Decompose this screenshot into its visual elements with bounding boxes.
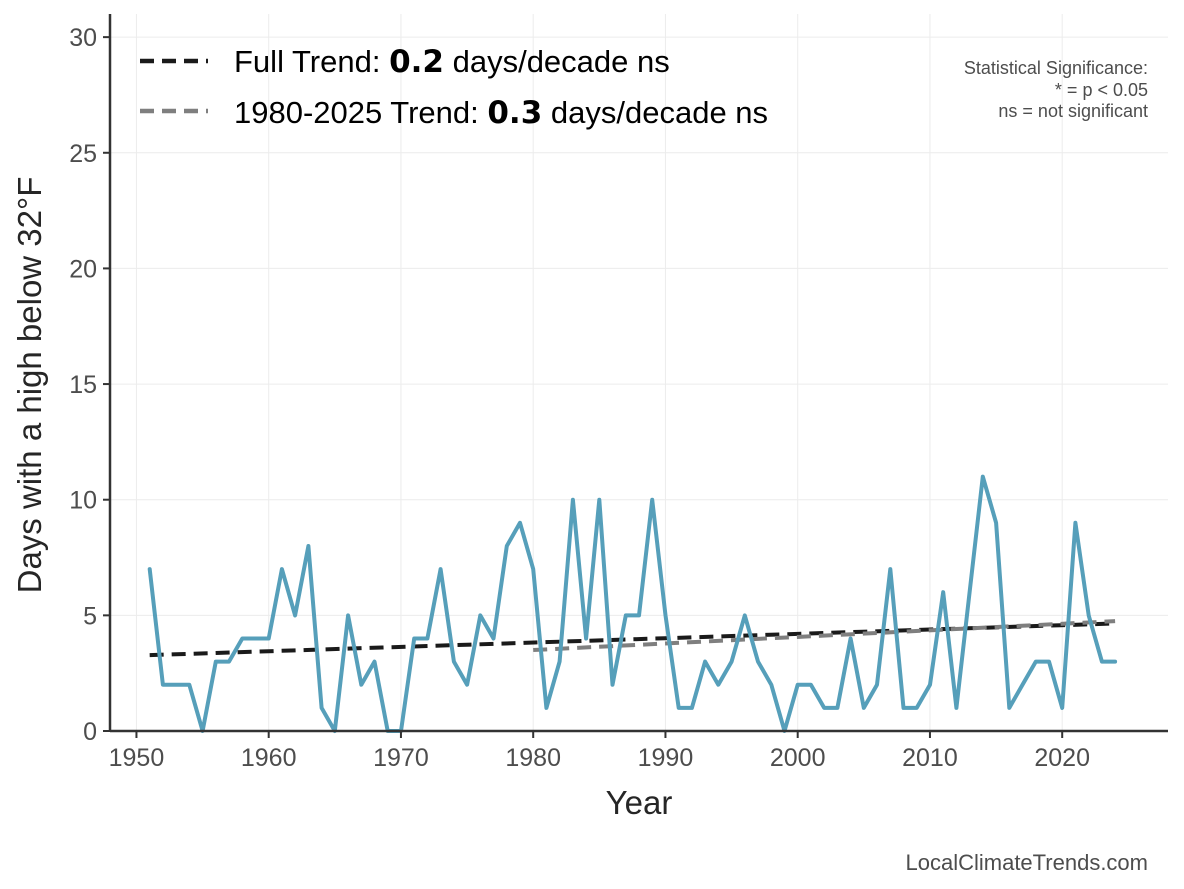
legend-recent-trend-value: 0.3 bbox=[487, 95, 542, 131]
legend-label-full-trend: Full Trend: 0.2 days/decade ns bbox=[234, 44, 670, 80]
y-tick-label-20: 20 bbox=[69, 255, 97, 283]
data-series bbox=[147, 474, 1118, 733]
legend: Full Trend: 0.2 days/decade ns 1980-2025… bbox=[140, 44, 768, 131]
x-tick-label-2000: 2000 bbox=[770, 744, 826, 772]
x-axis-title: Year bbox=[606, 784, 673, 821]
credit-text: LocalClimateTrends.com bbox=[906, 850, 1149, 875]
significance-title: Statistical Significance: bbox=[964, 58, 1148, 78]
legend-recent-trend-prefix: 1980-2025 Trend: bbox=[234, 95, 487, 130]
legend-full-trend-value: 0.2 bbox=[389, 44, 444, 80]
legend-label-recent-trend: 1980-2025 Trend: 0.3 days/decade ns bbox=[234, 95, 768, 131]
series-line-0 bbox=[147, 474, 1118, 733]
y-tick-label-10: 10 bbox=[69, 487, 97, 515]
y-axis-title: Days with a high below 32°F bbox=[11, 177, 48, 594]
axes bbox=[108, 14, 1168, 733]
full-trend-line bbox=[149, 621, 1116, 658]
x-tick-label-2020: 2020 bbox=[1034, 744, 1090, 772]
x-tick-label-2010: 2010 bbox=[902, 744, 958, 772]
y-ticks: 0 5 10 15 20 25 30 bbox=[69, 24, 110, 746]
significance-line-2: ns = not significant bbox=[998, 101, 1148, 121]
legend-full-trend-suffix: days/decade ns bbox=[444, 44, 670, 79]
legend-full-trend-prefix: Full Trend: bbox=[234, 44, 389, 79]
x-tick-label-1960: 1960 bbox=[241, 744, 297, 772]
y-tick-label-30: 30 bbox=[69, 24, 97, 52]
x-tick-label-1950: 1950 bbox=[109, 744, 165, 772]
x-tick-label-1990: 1990 bbox=[638, 744, 694, 772]
y-tick-label-25: 25 bbox=[69, 140, 97, 168]
significance-line-1: * = p < 0.05 bbox=[1055, 80, 1148, 100]
legend-recent-trend-suffix: days/decade ns bbox=[542, 95, 768, 130]
x-tick-label-1970: 1970 bbox=[373, 744, 429, 772]
trend-lines bbox=[149, 619, 1116, 658]
x-ticks: 1950 1960 1970 1980 1990 2000 2010 2020 bbox=[109, 731, 1090, 772]
significance-note: Statistical Significance: * = p < 0.05 n… bbox=[964, 58, 1148, 121]
y-tick-label-15: 15 bbox=[69, 371, 97, 399]
x-tick-label-1980: 1980 bbox=[505, 744, 561, 772]
recent-trend-line bbox=[533, 619, 1116, 653]
y-tick-label-5: 5 bbox=[83, 602, 97, 630]
y-tick-label-0: 0 bbox=[83, 718, 97, 746]
grid-lines bbox=[110, 14, 1168, 732]
